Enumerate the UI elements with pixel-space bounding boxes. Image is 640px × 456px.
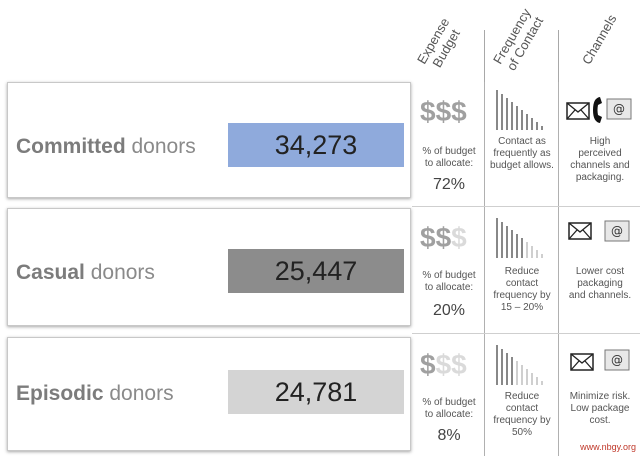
frequency-text: Reduce contact frequency by 50%: [493, 391, 551, 438]
donor-row-committed: Committed donors 34,273 $$$ % of budget t…: [0, 82, 640, 206]
frequency-text: Contact as frequently as budget allows.: [490, 136, 554, 171]
email-icon: @: [604, 349, 630, 371]
channels-text: Minimize risk. Low package cost.: [569, 391, 631, 426]
donor-count: 25,447: [228, 249, 404, 293]
grid-line: [484, 82, 485, 456]
donor-count: 24,781: [228, 370, 404, 414]
budget-percent: 20%: [432, 302, 466, 319]
svg-text:@: @: [611, 353, 623, 367]
frequency-bars-icon: [496, 345, 543, 385]
svg-text:@: @: [613, 102, 625, 116]
envelope-icon: [568, 222, 592, 240]
donor-card: Episodic donors 24,781: [7, 337, 411, 451]
donor-count: 34,273: [228, 123, 404, 167]
channels-text: Lower cost packaging and channels.: [568, 266, 632, 301]
budget-text: % of budget to allocate:: [422, 146, 476, 169]
frequency-text: Reduce contact frequency by 15 – 20%: [493, 266, 551, 313]
dollar-rating: $$$: [420, 222, 467, 253]
grid-line: [558, 82, 559, 456]
frequency-bars-icon: [496, 218, 543, 258]
header-expense-budget: Expense Budget: [414, 15, 463, 70]
budget-text: % of budget to allocate:: [422, 270, 476, 293]
donor-row-episodic: Episodic donors 24,781 $$$ % of budget to…: [0, 335, 640, 456]
phone-icon: [593, 97, 602, 123]
dollar-rating: $$$: [420, 349, 467, 380]
donor-card: Committed donors 34,273: [7, 82, 411, 198]
envelope-icon: [566, 102, 590, 120]
header-channels: Channels: [579, 11, 620, 67]
budget-percent: 8%: [437, 427, 461, 444]
header-divider-1: [484, 30, 485, 82]
svg-text:@: @: [611, 224, 623, 238]
envelope-icon: [570, 353, 594, 371]
watermark: www.nbgy.org: [580, 442, 636, 452]
donor-label: Committed donors: [16, 135, 196, 158]
donor-label: Casual donors: [16, 261, 155, 284]
channels-text: High perceived channels and packaging.: [570, 136, 630, 183]
donor-card: Casual donors 25,447: [7, 208, 411, 326]
donor-label: Episodic donors: [16, 382, 174, 405]
email-icon: @: [606, 98, 632, 120]
header-divider-2: [558, 30, 559, 82]
dollar-rating: $$$: [420, 96, 467, 127]
budget-text: % of budget to allocate:: [422, 397, 476, 420]
grid-line: [412, 333, 640, 334]
header-frequency: Frequency of Contact: [490, 5, 547, 74]
budget-percent: 72%: [432, 176, 466, 193]
frequency-bars-icon: [496, 90, 543, 130]
email-icon: @: [604, 220, 630, 242]
grid-line: [412, 206, 640, 207]
donor-row-casual: Casual donors 25,447 $$$ % of budget to a…: [0, 208, 640, 333]
